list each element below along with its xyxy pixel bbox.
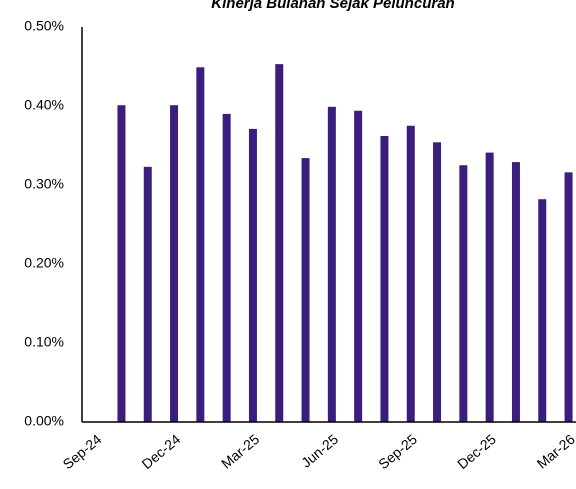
bar bbox=[222, 113, 231, 423]
chart-title: Kinerja Bulanan Sejak Peluncuran bbox=[211, 0, 454, 12]
bar bbox=[380, 136, 389, 422]
x-tick-label: Dec-25 bbox=[454, 431, 499, 472]
bar bbox=[354, 110, 363, 423]
bar bbox=[433, 142, 442, 422]
x-tick-label: Sep-24 bbox=[60, 431, 105, 472]
bar bbox=[459, 165, 468, 422]
bar bbox=[143, 166, 152, 422]
bar bbox=[196, 67, 205, 422]
x-tick-label: Jun-25 bbox=[298, 431, 341, 471]
bar bbox=[538, 199, 547, 422]
y-tick-label: 0.50% bbox=[24, 18, 64, 34]
y-tick-label: 0.00% bbox=[24, 413, 64, 429]
y-tick-label: 0.40% bbox=[24, 97, 64, 113]
x-tick-label: Mar-25 bbox=[218, 431, 262, 472]
bar bbox=[301, 158, 310, 422]
bar bbox=[511, 162, 520, 422]
x-tick-label: Sep-25 bbox=[375, 431, 420, 472]
y-tick-label: 0.20% bbox=[24, 255, 64, 271]
bar bbox=[117, 105, 126, 423]
bar bbox=[327, 106, 336, 422]
y-tick-label: 0.30% bbox=[24, 176, 64, 192]
bar bbox=[275, 64, 284, 422]
y-tick-label: 0.10% bbox=[24, 334, 64, 350]
x-tick-label: Mar-26 bbox=[534, 431, 576, 472]
bar bbox=[485, 152, 494, 423]
x-tick-label: Dec-24 bbox=[138, 431, 183, 472]
bar bbox=[248, 128, 257, 422]
bar bbox=[564, 172, 573, 422]
bar bbox=[170, 105, 179, 423]
bar bbox=[406, 125, 415, 422]
